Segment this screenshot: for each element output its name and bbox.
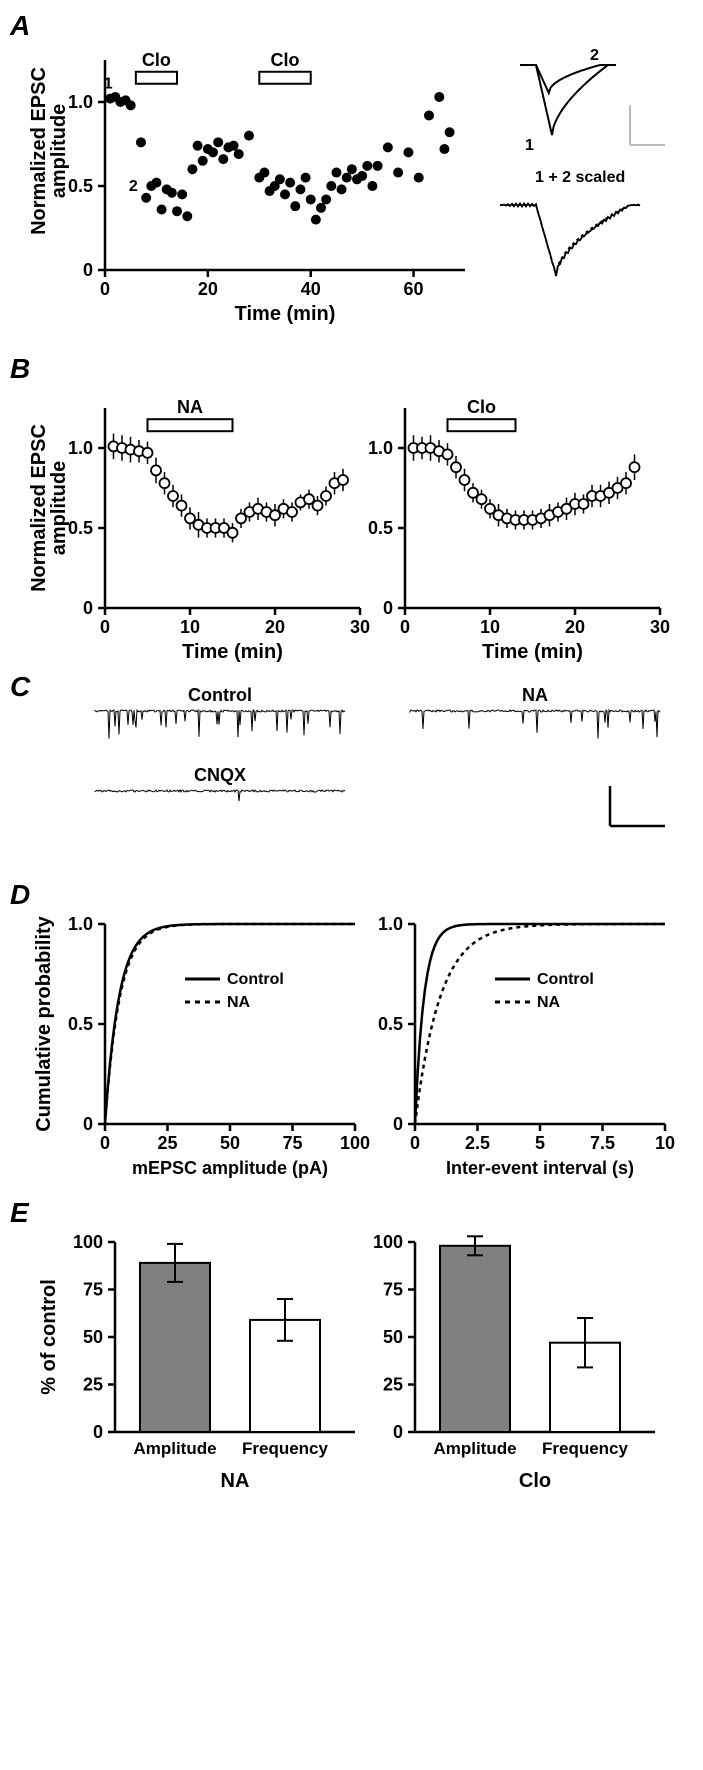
svg-text:25: 25 [157, 1133, 177, 1153]
panel-d-svg: 025507510000.51.0mEPSC amplitude (pA)Con… [10, 879, 693, 1189]
svg-text:100: 100 [340, 1133, 370, 1153]
svg-text:amplitude: amplitude [48, 461, 70, 555]
svg-text:1.0: 1.0 [68, 914, 93, 934]
panel-e: E 0 25 50 75 100 Amplitude Frequency NA 0 25 50 75 1… [10, 1197, 693, 1527]
panel-a: A 0 20 40 60 0 0.5 1.0 Time (min) Normalized EPS… [10, 10, 693, 345]
panel-c: C Control NA CNQX [10, 671, 693, 871]
svg-text:100: 100 [373, 1232, 403, 1252]
svg-text:1.0: 1.0 [368, 438, 393, 458]
svg-text:Frequency: Frequency [242, 1439, 329, 1458]
svg-text:0.5: 0.5 [68, 176, 93, 196]
svg-text:0: 0 [400, 617, 410, 637]
svg-text:0: 0 [410, 1133, 420, 1153]
svg-text:0: 0 [383, 598, 393, 618]
svg-text:Time (min): Time (min) [235, 303, 336, 325]
svg-text:0: 0 [83, 598, 93, 618]
svg-text:Clo: Clo [467, 397, 496, 417]
svg-text:75: 75 [282, 1133, 302, 1153]
svg-text:0: 0 [100, 617, 110, 637]
svg-text:10: 10 [655, 1133, 675, 1153]
svg-text:NA: NA [227, 994, 251, 1011]
svg-text:40: 40 [301, 279, 321, 299]
svg-text:Clo: Clo [142, 50, 171, 70]
svg-text:1 + 2 scaled: 1 + 2 scaled [535, 169, 625, 186]
svg-text:10: 10 [180, 617, 200, 637]
panel-c-svg: Control NA CNQX [10, 671, 693, 871]
svg-text:100: 100 [73, 1232, 103, 1252]
svg-text:Normalized EPSC: Normalized EPSC [28, 424, 50, 592]
svg-text:0.5: 0.5 [68, 1014, 93, 1034]
svg-text:30: 30 [650, 617, 670, 637]
svg-text:75: 75 [83, 1280, 103, 1300]
svg-text:0.5: 0.5 [368, 518, 393, 538]
svg-text:Clo: Clo [271, 50, 300, 70]
svg-text:0: 0 [83, 1114, 93, 1134]
svg-text:% of control: % of control [38, 1279, 60, 1395]
svg-text:1: 1 [104, 76, 113, 93]
svg-text:CNQX: CNQX [194, 765, 246, 785]
svg-text:1.0: 1.0 [68, 438, 93, 458]
svg-text:Amplitude: Amplitude [433, 1439, 516, 1458]
panel-c-label: C [10, 671, 30, 703]
svg-text:NA: NA [177, 397, 203, 417]
svg-text:0: 0 [93, 1422, 103, 1442]
svg-text:Clo: Clo [519, 1470, 551, 1492]
svg-text:2.5: 2.5 [465, 1133, 490, 1153]
svg-text:Time (min): Time (min) [482, 641, 583, 663]
svg-text:Control: Control [227, 971, 284, 988]
svg-text:Frequency: Frequency [542, 1439, 629, 1458]
svg-text:NA: NA [221, 1470, 250, 1492]
svg-text:0: 0 [393, 1422, 403, 1442]
svg-text:Time (min): Time (min) [182, 641, 283, 663]
svg-text:Amplitude: Amplitude [133, 1439, 216, 1458]
svg-text:50: 50 [83, 1327, 103, 1347]
panel-a-svg: 0 20 40 60 0 0.5 1.0 Time (min) Normalized EPSCa… [10, 10, 693, 345]
svg-text:50: 50 [383, 1327, 403, 1347]
svg-text:Inter-event interval (s): Inter-event interval (s) [446, 1158, 634, 1178]
svg-text:25: 25 [383, 1375, 403, 1395]
svg-text:0: 0 [100, 1133, 110, 1153]
svg-text:1.0: 1.0 [68, 92, 93, 112]
svg-text:NA: NA [537, 994, 561, 1011]
svg-text:7.5: 7.5 [590, 1133, 615, 1153]
panel-d: D 025507510000.51.0mEPSC amplitude (pA)C… [10, 879, 693, 1189]
svg-text:25: 25 [83, 1375, 103, 1395]
panel-b-label: B [10, 353, 30, 385]
panel-b-svg: 0 10 20 30 0 0.5 1.0 Time (min) NA 0 10 20 30 0 0.5 1.0… [10, 353, 693, 663]
svg-text:2: 2 [129, 178, 138, 195]
svg-text:10: 10 [480, 617, 500, 637]
svg-text:Control: Control [537, 971, 594, 988]
svg-text:Normalized EPSC: Normalized EPSC [28, 67, 50, 235]
panel-e-label: E [10, 1197, 29, 1229]
svg-text:Cumulative probability: Cumulative probability [33, 915, 55, 1131]
svg-text:0: 0 [83, 260, 93, 280]
svg-text:50: 50 [220, 1133, 240, 1153]
panel-d-label: D [10, 879, 30, 911]
svg-text:0.5: 0.5 [378, 1014, 403, 1034]
svg-text:amplitude: amplitude [48, 104, 70, 198]
panel-b: B 0 10 20 30 0 0.5 1.0 Time (min) NA 0 10 20 30 0 0.5 1… [10, 353, 693, 663]
svg-text:30: 30 [350, 617, 370, 637]
svg-text:Control: Control [188, 685, 252, 705]
svg-text:0: 0 [393, 1114, 403, 1134]
svg-text:5: 5 [535, 1133, 545, 1153]
svg-text:0.5: 0.5 [68, 518, 93, 538]
svg-text:1.0: 1.0 [378, 914, 403, 934]
svg-text:20: 20 [565, 617, 585, 637]
panel-a-label: A [10, 10, 30, 42]
svg-text:0: 0 [100, 279, 110, 299]
svg-text:75: 75 [383, 1280, 403, 1300]
svg-text:2: 2 [590, 47, 599, 64]
panel-e-svg: 0 25 50 75 100 Amplitude Frequency NA 0 25 50 75 100… [10, 1197, 693, 1527]
svg-text:NA: NA [522, 685, 548, 705]
svg-text:mEPSC amplitude (pA): mEPSC amplitude (pA) [132, 1158, 328, 1178]
svg-text:60: 60 [404, 279, 424, 299]
svg-text:20: 20 [198, 279, 218, 299]
svg-text:1: 1 [525, 137, 534, 154]
svg-text:20: 20 [265, 617, 285, 637]
